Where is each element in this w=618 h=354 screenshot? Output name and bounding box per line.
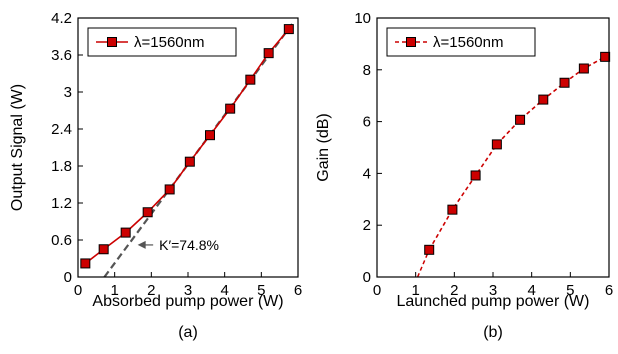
panel-b-series-line	[428, 56, 606, 251]
panel-a-annotation-arrowhead	[137, 240, 146, 249]
panel-b-legend-label: λ=1560nm	[433, 34, 503, 51]
panel-b-data-point	[515, 114, 526, 125]
panel-a-x-tick-label: 4	[220, 282, 228, 299]
panel-b-y-tick-label: 10	[354, 10, 371, 27]
panel-a: 0 1 2 3 4 5 6 0 0.6 1.2 1.8 2.4 3 3.6 4.2 Absorbed pu…	[9, 10, 302, 341]
panel-a-series-line	[84, 28, 290, 265]
panel-a-data-point	[98, 244, 109, 255]
panel-a-x-tick-label: 0	[74, 282, 82, 299]
panel-a-x-tick-label: 1	[110, 282, 118, 299]
panel-b-data-point	[447, 204, 458, 215]
panel-a-data-point	[142, 207, 153, 218]
panel-a-y-tick-label: 3.6	[51, 47, 72, 64]
panel-a-label: (a)	[178, 324, 198, 341]
panel-a-y-tick-label: 4.2	[51, 10, 72, 27]
panel-b-x-tick-label: 2	[450, 282, 458, 299]
panel-b-legend-marker	[406, 37, 416, 47]
panel-b-x-tick-label: 0	[373, 282, 381, 299]
panel-b-x-tick-label: 3	[489, 282, 497, 299]
panel-a-x-tick-label: 6	[294, 282, 302, 299]
panel-b-x-axis: 0 1 2 3 4 5 6	[373, 272, 613, 299]
panel-b-data-point	[470, 170, 481, 181]
panel-b-y-axis: 0 2 4 6 8 10	[354, 10, 382, 286]
panel-b-data-point	[491, 139, 502, 150]
panel-a-data-point	[283, 24, 294, 35]
panel-b-x-tick-label: 5	[566, 282, 574, 299]
panel-a-data-point	[245, 74, 256, 85]
panel-b-y-tick-label: 8	[363, 62, 371, 79]
panel-a-legend: λ=1560nm	[87, 27, 237, 57]
panel-b-y-tick-label: 0	[363, 269, 371, 286]
panel-a-x-tick-label: 5	[257, 282, 265, 299]
panel-a-annotation: K′=74.8%	[137, 237, 219, 253]
panel-a-data-point	[225, 103, 236, 114]
panel-a-marks	[80, 20, 296, 278]
panel-a-legend-marker	[107, 37, 117, 47]
panel-a-annotation-label: K′=74.8%	[159, 237, 219, 253]
panel-b-data-point	[424, 244, 435, 255]
panel-b-y-tick-label: 4	[363, 165, 371, 182]
panel-a-data-point	[120, 227, 131, 238]
panel-b-y-tick-label: 2	[363, 217, 371, 234]
panel-a-data-point	[263, 48, 274, 59]
panel-a-y-axis: 0 0.6 1.2 1.8 2.4 3 3.6 4.2	[51, 10, 83, 286]
panel-a-y-axis-label: Output Signal (W)	[9, 84, 26, 211]
panel-a-data-point	[164, 184, 175, 195]
panel-b-y-axis-label: Gain (dB)	[315, 113, 332, 181]
panel-a-y-tick-label: 1.8	[51, 158, 72, 175]
panel-b-data-point	[559, 77, 570, 88]
panel-b-y-tick-label: 6	[363, 114, 371, 131]
panel-a-x-axis-label: Absorbed pump power (W)	[92, 293, 283, 310]
panel-a-y-tick-label: 0.6	[51, 232, 72, 249]
panel-b-marks	[416, 51, 611, 278]
panel-b-data-point	[578, 63, 589, 74]
panel-a-data-point	[80, 258, 91, 269]
panel-a-x-tick-label: 2	[147, 282, 155, 299]
panel-b-data-point	[600, 51, 611, 62]
panel-a-data-point	[205, 130, 215, 141]
panel-a-y-tick-label: 0	[64, 269, 72, 286]
panel-a-data-point	[184, 156, 195, 167]
panel-a-y-tick-label: 3	[64, 84, 72, 101]
panel-a-x-tick-label: 3	[184, 282, 192, 299]
panel-a-x-axis: 0 1 2 3 4 5 6	[74, 272, 302, 299]
panel-a-y-tick-label: 2.4	[51, 121, 72, 138]
panel-a-legend-label: λ=1560nm	[134, 34, 204, 51]
panel-a-y-tick-label: 1.2	[51, 195, 72, 212]
panel-b-x-tick-label: 1	[411, 282, 419, 299]
panel-b-x-axis-label: Launched pump power (W)	[397, 293, 590, 310]
panel-b-x-tick-label: 6	[605, 282, 613, 299]
panel-b-x-tick-label: 4	[527, 282, 535, 299]
panel-b-label: (b)	[483, 324, 503, 341]
panel-b-data-point	[538, 94, 549, 105]
panel-b-legend: λ=1560nm	[386, 27, 536, 57]
